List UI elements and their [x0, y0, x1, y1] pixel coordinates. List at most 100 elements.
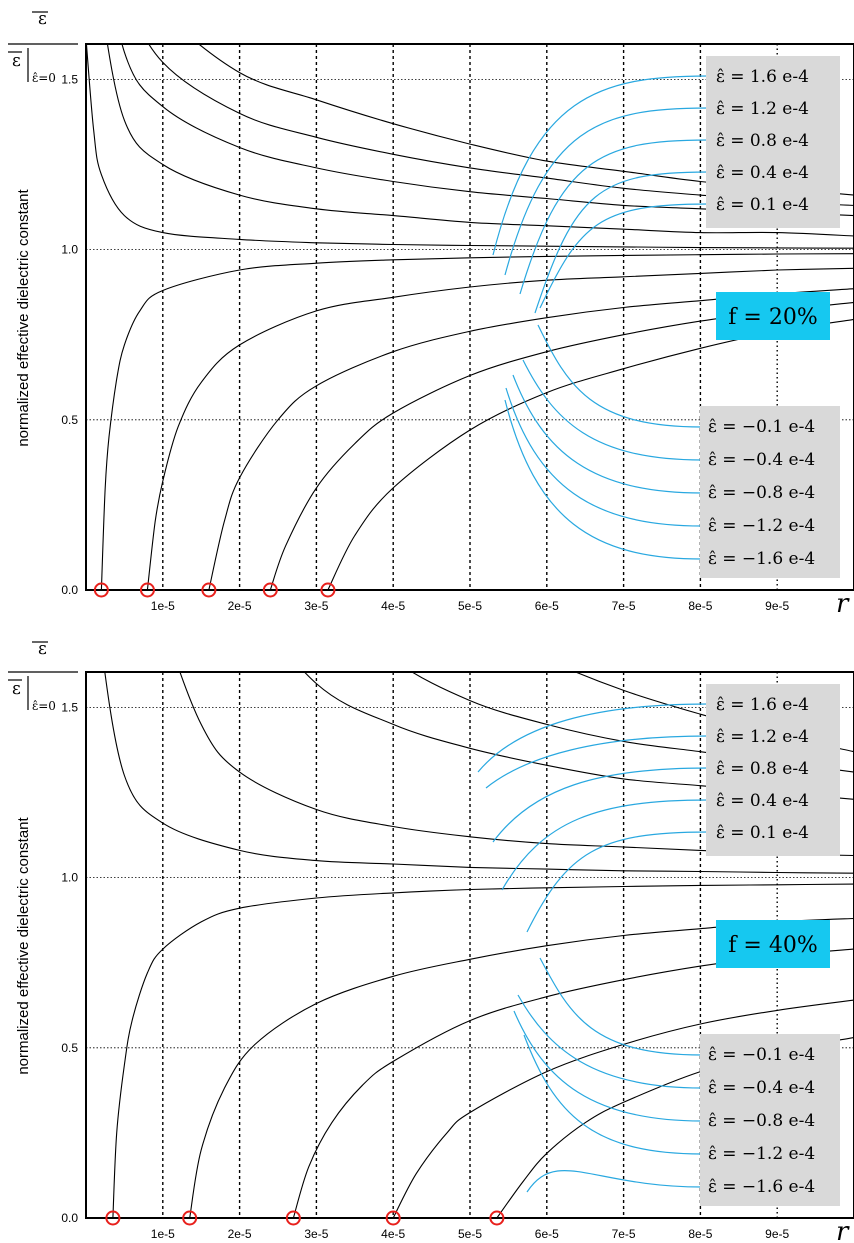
leader-line: [523, 1034, 703, 1155]
series-line: [106, 44, 854, 237]
x-tick-label: 8e-5: [688, 1227, 712, 1241]
tick-labels: 1e-5 2e-5 3e-5 4e-5 5e-5 6e-5 7e-5 8e-5 9e-5 0.0 0…: [61, 72, 789, 613]
legend-item: ε̂ = 0.1 e-4: [716, 195, 809, 215]
legend-item: ε̂ = 1.2 e-4: [716, 99, 809, 119]
zero-crossing-marker: [320, 582, 336, 598]
y-axis-fraction-label: ε ε ε̂=0: [8, 9, 78, 85]
legend-item: ε̂ = −1.2 e-4: [708, 1144, 815, 1164]
zero-crossing-marker: [105, 1210, 121, 1226]
x-tick-label: 8e-5: [688, 599, 712, 613]
legend-item: ε̂ = −0.4 e-4: [708, 450, 815, 470]
leader-line: [519, 139, 709, 295]
leader-line: [539, 957, 703, 1056]
f-label: f = 40%: [716, 920, 830, 968]
x-tick-label: 4e-5: [381, 599, 405, 613]
legend-item: ε̂ = −1.6 e-4: [708, 1177, 815, 1197]
legend-item: ε̂ = −1.6 e-4: [708, 549, 815, 569]
x-tick-label: 1e-5: [151, 599, 175, 613]
leader-line: [513, 1010, 703, 1122]
x-tick-label: 7e-5: [612, 599, 636, 613]
leader-line: [526, 1170, 703, 1193]
leader-line: [512, 374, 703, 494]
x-tick-label: 9e-5: [765, 1227, 789, 1241]
zero-markers: [105, 1210, 505, 1226]
f-label: f = 20%: [716, 292, 830, 340]
zero-crossing-marker: [385, 1210, 401, 1226]
legend-item: ε̂ = 0.4 e-4: [716, 163, 809, 183]
series-line: [179, 672, 854, 857]
x-axis-label: r: [836, 1217, 850, 1243]
f-label-text: f = 20%: [728, 305, 817, 330]
y-tick-label: 1.0: [61, 871, 78, 885]
series-line: [86, 44, 854, 249]
series-line: [100, 253, 854, 590]
x-tick-label: 5e-5: [458, 1227, 482, 1241]
plot-frame: [85, 43, 854, 591]
leader-line: [485, 735, 709, 789]
zero-crossing-marker: [139, 582, 155, 598]
zero-crossing-marker: [93, 582, 109, 598]
x-tick-label: 2e-5: [228, 1227, 252, 1241]
y-fraction-denominator: ε: [12, 679, 21, 699]
legend-positive-box: [706, 56, 840, 228]
x-tick-label: 1e-5: [151, 1227, 175, 1241]
legend-negative: ε̂ = −0.1 e-4 ε̂ = −0.4 e-4 ε̂ = −0.8 e-…: [700, 406, 840, 578]
leader-line: [504, 107, 709, 276]
x-tick-label: 6e-5: [535, 599, 559, 613]
y-fraction-subscript: ε̂=0: [32, 699, 56, 713]
f-label-text: f = 40%: [728, 933, 817, 958]
y-tick-label: 0.5: [61, 1041, 78, 1055]
legend-item: ε̂ = −0.8 e-4: [708, 1111, 815, 1131]
x-tick-label: 2e-5: [228, 599, 252, 613]
legend-item: ε̂ = −1.2 e-4: [708, 516, 815, 536]
legend-positive: ε̂ = 1.6 e-4 ε̂ = 1.2 e-4 ε̂ = 0.8 e-4 ε…: [706, 56, 840, 228]
y-fraction-subscript: ε̂=0: [32, 71, 56, 85]
y-axis-fraction-label: ε ε ε̂=0: [8, 639, 78, 713]
y-fraction-numerator: ε: [38, 9, 47, 29]
x-tick-label: 3e-5: [304, 1227, 328, 1241]
series-line: [104, 672, 854, 874]
plot-frame: [85, 671, 854, 1219]
leader-line: [537, 324, 703, 428]
leader-line: [505, 387, 703, 527]
leader-line: [492, 767, 709, 843]
series-line: [148, 44, 854, 206]
series-line: [208, 288, 854, 590]
leader-line: [517, 994, 703, 1089]
legend-item: ε̂ = −0.1 e-4: [708, 417, 815, 437]
leader-line: [539, 203, 709, 309]
zero-crossing-marker: [182, 1210, 198, 1226]
leader-line: [522, 359, 703, 461]
x-tick-label: 9e-5: [765, 599, 789, 613]
leader-line: [534, 171, 709, 314]
series-line: [112, 883, 854, 1218]
y-axis-label: normalized effective dielectric constant: [15, 816, 32, 1074]
leader-line: [477, 703, 709, 773]
legend-item: ε̂ = 1.6 e-4: [716, 695, 809, 715]
y-fraction-denominator: ε: [12, 51, 21, 71]
legend-item: ε̂ = 0.8 e-4: [716, 759, 809, 779]
legend-item: ε̂ = −0.1 e-4: [708, 1045, 815, 1065]
legend-item: ε̂ = −0.4 e-4: [708, 1078, 815, 1098]
x-tick-label: 6e-5: [535, 1227, 559, 1241]
chart-panel-f40: 1e-5 2e-5 3e-5 4e-5 5e-5 6e-5 7e-5 8e-5 9e-5 0.0 0…: [8, 639, 854, 1243]
zero-crossing-marker: [489, 1210, 505, 1226]
legend-item: ε̂ = −0.8 e-4: [708, 483, 815, 503]
leader-lines: [492, 75, 709, 560]
y-tick-label: 0.5: [61, 413, 78, 427]
f-label-box: [716, 920, 830, 968]
leader-line: [492, 75, 709, 256]
x-tick-label: 3e-5: [304, 599, 328, 613]
tick-labels: 1e-5 2e-5 3e-5 4e-5 5e-5 6e-5 7e-5 8e-5 9e-5 0.0 0…: [61, 700, 789, 1241]
y-tick-label: 1.0: [61, 243, 78, 257]
legend-item: ε̂ = 1.2 e-4: [716, 727, 809, 747]
legend-item: ε̂ = 1.6 e-4: [716, 67, 809, 87]
zero-crossing-marker: [201, 582, 217, 598]
series-line: [146, 267, 854, 590]
y-tick-label: 1.5: [61, 700, 78, 714]
leader-line: [526, 831, 709, 933]
x-tick-label: 5e-5: [458, 599, 482, 613]
zero-crossing-marker: [262, 582, 278, 598]
legend-negative-box: [700, 1034, 840, 1206]
